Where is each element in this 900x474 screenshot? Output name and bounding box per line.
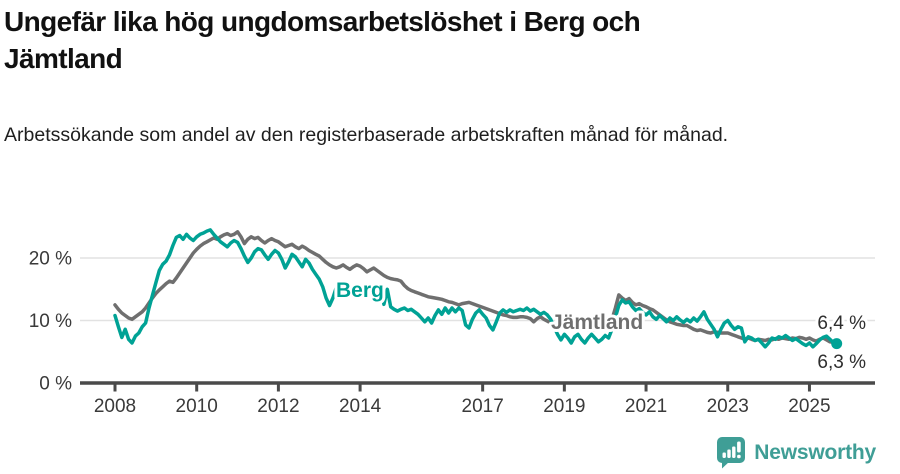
series-label-berg: Berg [336, 279, 384, 302]
y-tick-label: 10 % [29, 311, 72, 332]
y-tick-label: 20 % [29, 249, 72, 270]
series-line-jämtland [113, 230, 839, 345]
newsworthy-logo: Newsworthy [717, 437, 876, 469]
series-end-label-berg: 6,3 % [817, 352, 866, 373]
series-end-label-jämtland: 6,4 % [817, 313, 866, 334]
x-tick-label: 2017 [462, 396, 504, 417]
x-tick-label: 2014 [339, 396, 382, 417]
x-tick-label: 2019 [543, 396, 585, 417]
series-label-jämtland: Jämtland [551, 311, 643, 334]
x-tick-label: 2010 [176, 396, 218, 417]
chart-subtitle: Arbetssökande som andel av den registerb… [4, 124, 729, 146]
series-line-berg [113, 228, 839, 349]
x-tick-label: 2023 [707, 396, 749, 417]
series-end-dot-berg [831, 338, 843, 350]
x-tick-label: 2025 [788, 396, 830, 417]
chart-title: Ungefär lika hög ungdomsarbetslöshet i B… [4, 6, 641, 74]
x-tick-label: 2021 [625, 396, 667, 417]
bar-chart-speech-bubble-icon [717, 437, 746, 469]
newsworthy-logo-text: Newsworthy [754, 441, 876, 464]
x-tick-label: 2012 [257, 396, 299, 417]
y-tick-label: 0 % [39, 374, 72, 395]
x-tick-label: 2008 [94, 396, 136, 417]
